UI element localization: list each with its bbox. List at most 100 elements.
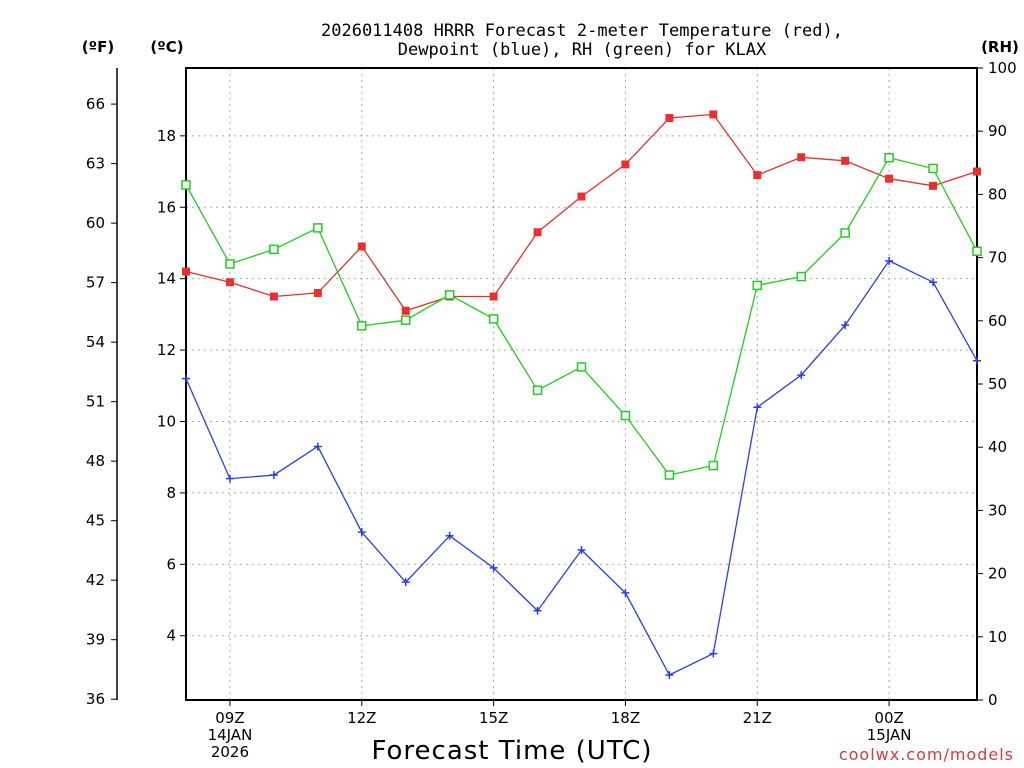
rh-tick-label: 10 bbox=[988, 628, 1007, 646]
dewpoint-point bbox=[577, 546, 586, 555]
temperature-point bbox=[269, 292, 278, 301]
rh-point bbox=[796, 271, 806, 282]
rh-point bbox=[444, 290, 455, 300]
rh-tick-label: 50 bbox=[988, 375, 1007, 393]
rh-point bbox=[620, 410, 631, 421]
x-axis-title: Forecast Time (UTC) bbox=[371, 736, 652, 766]
celsius-tick-label: 12 bbox=[157, 341, 176, 359]
celsius-axis-label: (ºC) bbox=[150, 38, 183, 56]
data-series bbox=[181, 110, 982, 680]
dewpoint-point bbox=[885, 256, 894, 265]
rh-point bbox=[400, 315, 411, 325]
rh-point bbox=[269, 244, 279, 255]
rh-tick-label: 40 bbox=[988, 438, 1007, 456]
dewpoint-point bbox=[313, 442, 322, 451]
temperature-point bbox=[665, 113, 674, 122]
temperature-point bbox=[753, 171, 762, 180]
x-tick-label: 12Z bbox=[347, 709, 376, 727]
rh-point bbox=[884, 152, 894, 163]
temperature-point bbox=[621, 160, 630, 169]
rh-tick-label: 0 bbox=[988, 691, 998, 709]
rh-axis-label: (RH) bbox=[981, 38, 1019, 56]
dewpoint-point bbox=[841, 321, 850, 330]
temperature-point bbox=[313, 288, 322, 297]
temperature-point bbox=[489, 292, 498, 301]
x-tick-label: 14JAN bbox=[208, 726, 253, 744]
rh-tick-label: 30 bbox=[988, 501, 1007, 519]
fahrenheit-tick-label: 39 bbox=[86, 631, 105, 649]
dewpoint-point bbox=[665, 671, 674, 680]
temperature-point bbox=[841, 156, 850, 165]
fahrenheit-tick-label: 57 bbox=[86, 274, 105, 292]
celsius-tick-label: 18 bbox=[157, 127, 176, 145]
dewpoint-point bbox=[401, 578, 410, 587]
celsius-tick-label: 14 bbox=[157, 270, 176, 288]
celsius-tick-label: 8 bbox=[166, 484, 176, 502]
celsius-tick-label: 10 bbox=[157, 412, 176, 430]
fahrenheit-tick-label: 42 bbox=[86, 571, 105, 589]
dewpoint-point bbox=[797, 371, 806, 380]
temperature-point bbox=[533, 228, 542, 237]
fahrenheit-tick-label: 48 bbox=[86, 452, 105, 470]
fahrenheit-tick-label: 36 bbox=[86, 690, 105, 708]
rh-point bbox=[664, 470, 675, 480]
celsius-tick-label: 16 bbox=[157, 198, 176, 216]
temperature-point bbox=[182, 267, 190, 276]
rh-point bbox=[928, 163, 938, 174]
rh-point bbox=[181, 180, 191, 190]
rh-point bbox=[313, 223, 323, 233]
temperature-point bbox=[357, 242, 366, 251]
fahrenheit-tick-label: 51 bbox=[86, 393, 105, 411]
chart-title-line-2: Dewpoint (blue), RH (green) for KLAX bbox=[398, 40, 767, 60]
dewpoint-point bbox=[929, 278, 938, 287]
rh-point bbox=[708, 460, 719, 471]
rh-tick-label: 60 bbox=[988, 312, 1007, 330]
dewpoint-point bbox=[709, 649, 718, 658]
rh-point bbox=[532, 385, 543, 396]
temperature-point bbox=[929, 181, 938, 190]
dewpoint-point bbox=[489, 563, 498, 572]
grid-lines bbox=[186, 68, 977, 700]
temperature-point bbox=[401, 306, 410, 315]
rh-point bbox=[488, 314, 499, 324]
rh-point bbox=[972, 246, 982, 257]
rh-point bbox=[225, 259, 235, 269]
rh-point bbox=[840, 228, 850, 238]
dewpoint-point bbox=[621, 588, 630, 597]
dewpoint-line bbox=[185, 259, 978, 676]
x-tick-label: 2026 bbox=[211, 743, 249, 761]
dewpoint-point bbox=[225, 474, 234, 483]
x-tick-label: 18Z bbox=[611, 709, 640, 727]
rh-tick-label: 90 bbox=[988, 122, 1007, 140]
x-tick-label: 00Z bbox=[874, 709, 903, 727]
celsius-tick-label: 4 bbox=[166, 627, 176, 645]
temperature-point bbox=[709, 110, 718, 119]
rh-tick-label: 80 bbox=[988, 185, 1007, 203]
fahrenheit-tick-label: 66 bbox=[86, 95, 105, 113]
fahrenheit-tick-label: 60 bbox=[86, 214, 105, 232]
x-tick-label: 21Z bbox=[743, 709, 772, 727]
dewpoint-point bbox=[445, 531, 454, 540]
temperature-point bbox=[885, 174, 894, 183]
dewpoint-point bbox=[269, 471, 278, 480]
temperature-point bbox=[797, 153, 806, 162]
fahrenheit-tick-label: 63 bbox=[86, 155, 105, 173]
dewpoint-point bbox=[973, 356, 981, 365]
rh-tick-label: 20 bbox=[988, 565, 1007, 583]
rh-tick-label: 100 bbox=[988, 59, 1017, 77]
dewpoint-point bbox=[533, 606, 542, 615]
celsius-tick-label: 6 bbox=[166, 555, 176, 573]
chart-title-line-1: 2026011408 HRRR Forecast 2-meter Tempera… bbox=[321, 21, 843, 41]
temperature-point bbox=[973, 167, 981, 176]
source-credit: coolwx.com/models bbox=[839, 745, 1014, 764]
dewpoint-point bbox=[753, 403, 762, 412]
plot-frame bbox=[185, 67, 978, 701]
fahrenheit-axis-label: (ºF) bbox=[82, 38, 114, 56]
dewpoint-point bbox=[357, 528, 366, 537]
x-tick-label: 09Z bbox=[215, 709, 244, 727]
rh-point bbox=[752, 280, 763, 291]
dewpoint-point bbox=[182, 374, 190, 383]
rh-line bbox=[185, 156, 978, 476]
